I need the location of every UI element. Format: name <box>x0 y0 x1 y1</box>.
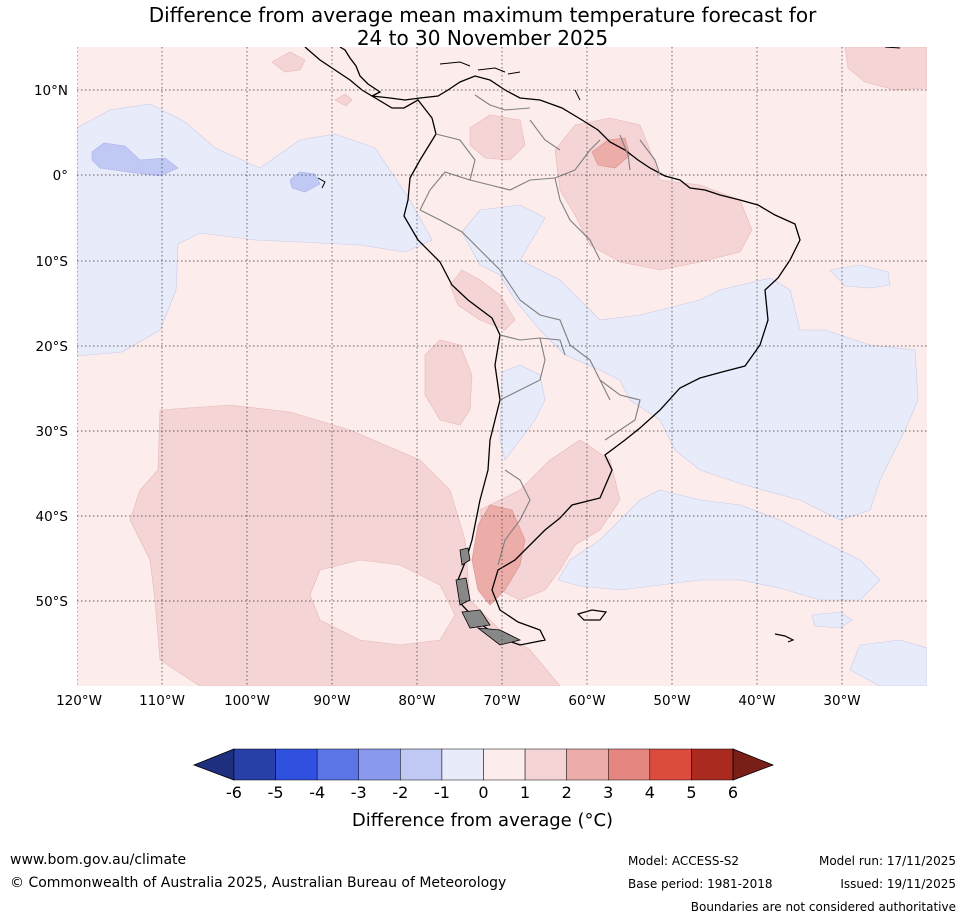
colorbar-tick-label: 0 <box>478 783 488 802</box>
lat-label: 30°S <box>36 424 69 440</box>
central-america-coastline <box>304 47 382 97</box>
lon-label: 50°W <box>653 693 690 709</box>
colorbar-tick-label: -3 <box>351 783 367 802</box>
colorbar-tick-label: -4 <box>309 783 325 802</box>
colorbar-tick-label: -1 <box>434 783 450 802</box>
colorbar-cell <box>316 748 359 781</box>
warm-anomaly-strong-patagonia <box>471 504 526 606</box>
title-line-2: 24 to 30 November 2025 <box>356 26 609 50</box>
galapagos-islands <box>317 177 326 189</box>
colorbar-tick-label: 4 <box>645 783 655 802</box>
model-run-date: Model run: 17/11/2025 <box>818 854 956 868</box>
colorbar-tick-label: -2 <box>392 783 408 802</box>
colorbar-low-extension <box>192 748 235 781</box>
colorbar-tick-label: -6 <box>226 783 242 802</box>
title-line-1: Difference from average mean maximum tem… <box>148 3 817 27</box>
cool-anomaly-amazon <box>461 204 919 521</box>
lon-label: 60°W <box>568 693 605 709</box>
colorbar-tick-label: 1 <box>520 783 530 802</box>
map-panel <box>77 47 927 686</box>
warm-anomaly-north-atlantic <box>844 47 927 91</box>
lat-label: 40°S <box>36 509 69 525</box>
map-title: Difference from average mean maximum tem… <box>0 4 965 50</box>
lon-label: 120°W <box>56 693 102 709</box>
issued-date: Issued: 19/11/2025 <box>840 877 956 891</box>
colorbar-high-extension <box>732 748 775 781</box>
longitude-labels: 120°W 110°W 100°W 90°W 80°W 70°W 60°W 50… <box>56 693 861 709</box>
warm-anomaly-central-pacific <box>424 339 473 426</box>
lat-label: 0° <box>53 168 68 184</box>
colorbar-cell <box>441 748 484 781</box>
colorbar-cell <box>358 748 401 781</box>
colorbar-cell <box>691 748 734 781</box>
chile-fjords <box>455 547 522 646</box>
colorbar-tick-label: 3 <box>603 783 613 802</box>
south-georgia <box>774 633 795 643</box>
falkland-islands <box>576 609 608 621</box>
south-america-coastline <box>371 75 801 646</box>
warm-anomaly-south-atlantic-island <box>309 559 456 646</box>
colorbar-cell <box>233 748 276 781</box>
base-period: Base period: 1981-2018 <box>628 877 773 891</box>
caribbean-islands <box>439 47 901 101</box>
website-link[interactable]: www.bom.gov.au/climate <box>10 852 187 868</box>
colorbar-cell <box>275 748 318 781</box>
lat-label: 50°S <box>36 594 69 610</box>
boundaries-disclaimer: Boundaries are not considered authoritat… <box>690 900 956 914</box>
colorbar-tick-label: -5 <box>268 783 284 802</box>
cool-anomaly-strong-pacific-1 <box>91 142 179 177</box>
warm-anomaly-peru <box>449 269 516 331</box>
colorbar-tick-label: 5 <box>686 783 696 802</box>
model-name: Model: ACCESS-S2 <box>628 854 740 868</box>
cool-anomaly-south-east <box>849 639 927 686</box>
cool-anomaly-andes <box>499 364 546 461</box>
lon-label: 110°W <box>139 693 185 709</box>
colorbar-cell <box>608 748 651 781</box>
warm-anomaly-colombia <box>469 114 526 161</box>
colorbar-cell <box>649 748 692 781</box>
lat-label: 10°S <box>36 254 69 270</box>
cool-anomaly-south-atlantic <box>557 489 881 601</box>
lat-label: 20°S <box>36 339 69 355</box>
cool-anomaly-east-atlantic <box>829 264 891 289</box>
colorbar-tick-label: 6 <box>728 783 738 802</box>
colorbar: -6 -5 -4 -3 -2 -1 0 1 2 3 4 5 6 <box>192 748 775 802</box>
warm-anomaly-mexico-coast <box>334 93 353 107</box>
colorbar-cell <box>400 748 443 781</box>
warm-anomaly-caribbean <box>271 51 306 73</box>
copyright-notice: © Commonwealth of Australia 2025, Austra… <box>10 875 507 891</box>
colorbar-cell <box>566 748 609 781</box>
graticule <box>77 47 927 686</box>
lon-label: 70°W <box>483 693 520 709</box>
lat-label: 10°N <box>34 83 68 99</box>
colorbar-cell <box>483 748 526 781</box>
colorbar-tick-label: 2 <box>562 783 572 802</box>
colorbar-cell <box>524 748 567 781</box>
lon-label: 100°W <box>224 693 270 709</box>
lon-label: 40°W <box>738 693 775 709</box>
lon-label: 90°W <box>313 693 350 709</box>
cool-anomaly-strong-pacific-2 <box>289 171 321 193</box>
country-boundaries <box>419 94 661 566</box>
lon-label: 80°W <box>398 693 435 709</box>
latitude-labels: 10°N 0° 10°S 20°S 30°S 40°S 50°S <box>34 83 68 610</box>
lon-label: 30°W <box>823 693 860 709</box>
colorbar-label: Difference from average (°C) <box>351 810 614 831</box>
